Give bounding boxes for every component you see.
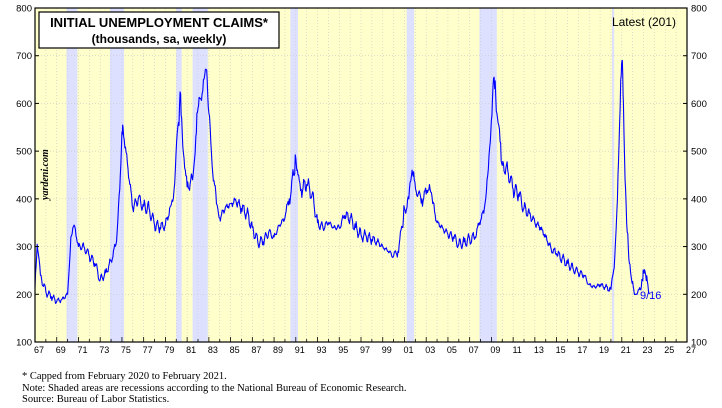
y-tick-label-left: 800: [16, 4, 32, 15]
x-tick-label: 17: [577, 345, 587, 355]
y-tick-label-right: 500: [691, 147, 707, 158]
x-tick-label: 67: [34, 345, 44, 355]
y-axis-left: 100 200 300 400 500 600 700 800: [16, 4, 39, 349]
x-tick-label: 01: [403, 345, 413, 355]
watermark: yardeni.com: [40, 149, 51, 201]
x-tick-label: 87: [251, 345, 261, 355]
y-tick-label-right: 300: [691, 242, 707, 253]
y-tick-label-right: 400: [691, 194, 707, 205]
y-tick-label-left: 500: [16, 147, 32, 158]
y-tick-label-right: 700: [691, 51, 707, 62]
y-tick-label-left: 200: [16, 290, 32, 301]
x-tick-label: 71: [77, 345, 87, 355]
y-tick-label-left: 400: [16, 194, 32, 205]
x-tick-label: 07: [469, 345, 479, 355]
y-tick-label-right: 800: [691, 4, 707, 15]
x-tick-label: 69: [56, 345, 66, 355]
y-tick-label-right: 600: [691, 99, 707, 110]
recession-band: [66, 8, 78, 342]
unemployment-claims-chart: 100 200 300 400 500 600 700 800 100 200 300 400 500…: [16, 4, 707, 356]
end-date-label: 9/16: [640, 290, 661, 302]
x-tick-label: 05: [447, 345, 457, 355]
y-tick-label-left: 100: [16, 338, 32, 349]
footnote-note: Note: Shaded areas are recessions accord…: [22, 382, 407, 394]
x-tick-label: 93: [317, 345, 327, 355]
x-tick-label: 83: [208, 345, 218, 355]
x-tick-label: 81: [186, 345, 196, 355]
x-tick-label: 27: [686, 345, 696, 355]
y-tick-label-right: 200: [691, 290, 707, 301]
x-tick-label: 99: [382, 345, 392, 355]
x-tick-label: 15: [556, 345, 566, 355]
x-tick-label: 11: [512, 345, 521, 355]
y-axis-right: 100 200 300 400 500 600 700 800: [683, 4, 707, 349]
x-tick-label: 25: [664, 345, 674, 355]
x-tick-label: 79: [164, 345, 174, 355]
footnotes: * Capped from February 2020 to February …: [22, 371, 407, 406]
x-tick-label: 73: [99, 345, 109, 355]
x-tick-label: 75: [121, 345, 131, 355]
x-tick-label: 13: [534, 345, 544, 355]
y-tick-label-left: 300: [16, 242, 32, 253]
x-tick-label: 77: [143, 345, 153, 355]
x-tick-label: 23: [643, 345, 653, 355]
grid-lines: [34, 8, 688, 342]
x-axis: 67 69 71 73 75 77 79 81 83 85 87 89 91 93 95 97 99 01 03 05…: [34, 337, 696, 355]
y-tick-label-right: 100: [691, 338, 707, 349]
recession-band: [612, 8, 615, 342]
recession-band: [192, 8, 208, 342]
x-tick-label: 09: [490, 345, 500, 355]
recession-band: [109, 8, 125, 342]
series-line: [34, 59, 650, 304]
x-tick-label: 97: [360, 345, 370, 355]
chart-subtitle: (thousands, sa, weekly): [92, 32, 227, 46]
recession-band: [406, 8, 415, 342]
x-tick-label: 21: [621, 345, 631, 355]
x-tick-label: 85: [230, 345, 240, 355]
x-tick-label: 95: [338, 345, 348, 355]
x-tick-label: 91: [295, 345, 305, 355]
x-tick-label: 03: [425, 345, 435, 355]
latest-label: Latest (201): [612, 15, 676, 29]
recession-band: [176, 8, 182, 342]
plot-background: [35, 8, 687, 342]
x-tick-label: 19: [599, 345, 609, 355]
footnote-cap: * Capped from February 2020 to February …: [22, 371, 227, 382]
y-tick-label-left: 700: [16, 51, 32, 62]
y-tick-label-left: 600: [16, 99, 32, 110]
footnote-source: Source: Bureau of Labor Statistics.: [22, 394, 170, 405]
chart-title: INITIAL UNEMPLOYMENT CLAIMS*: [50, 15, 269, 30]
claims-line: [34, 59, 650, 304]
x-tick-label: 89: [273, 345, 283, 355]
title-box: INITIAL UNEMPLOYMENT CLAIMS* (thousands,…: [38, 11, 280, 49]
